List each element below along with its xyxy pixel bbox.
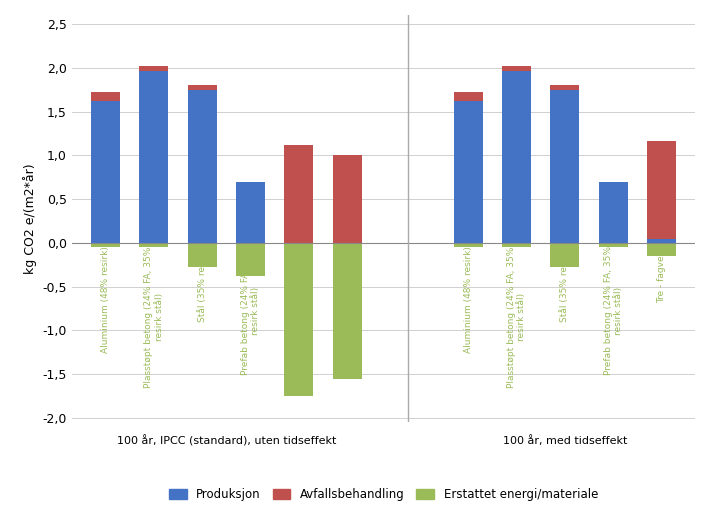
Bar: [551, 243, 579, 267]
Bar: [599, 243, 628, 247]
Y-axis label: kg CO2 e/(m2*år): kg CO2 e/(m2*år): [23, 164, 37, 274]
Bar: [454, 101, 483, 243]
Bar: [599, 182, 628, 243]
Bar: [236, 243, 265, 276]
Bar: [188, 243, 217, 267]
Bar: [502, 66, 531, 71]
Bar: [647, 238, 676, 243]
Bar: [139, 243, 168, 247]
Text: Tre - fagverk: Tre - fagverk: [295, 247, 303, 303]
Text: Aluminium (48% resirk): Aluminium (48% resirk): [464, 247, 473, 353]
Bar: [91, 243, 120, 247]
Bar: [139, 71, 168, 243]
Bar: [333, 243, 362, 379]
Text: 100 år, IPCC (standard), uten tidseffekt: 100 år, IPCC (standard), uten tidseffekt: [117, 435, 336, 447]
Bar: [188, 85, 217, 90]
Bar: [188, 90, 217, 243]
Text: 100 år, med tidseffekt: 100 år, med tidseffekt: [503, 435, 627, 447]
Text: Aluminium (48% resirk): Aluminium (48% resirk): [101, 247, 110, 353]
Text: Stål (35% resirk): Stål (35% resirk): [198, 247, 206, 322]
Bar: [333, 243, 362, 247]
Text: Plasstøpt betong (24% FA, 35%
resirk stål): Plasstøpt betong (24% FA, 35% resirk stå…: [507, 247, 526, 388]
Bar: [285, 145, 313, 243]
Bar: [91, 101, 120, 243]
Bar: [139, 66, 168, 71]
Bar: [285, 243, 313, 396]
Text: Prefab betong (24% FA, 35%
resirk stål): Prefab betong (24% FA, 35% resirk stål): [604, 247, 623, 375]
Bar: [333, 156, 362, 243]
Bar: [454, 243, 483, 247]
Legend: Produksjon, Avfallsbehandling, Erstattet energi/materiale: Produksjon, Avfallsbehandling, Erstattet…: [164, 484, 603, 506]
Bar: [502, 71, 531, 243]
Bar: [647, 141, 676, 238]
Text: Prefab betong (24% FA, 35%
resirk stål): Prefab betong (24% FA, 35% resirk stål): [241, 247, 260, 375]
Bar: [91, 93, 120, 101]
Bar: [285, 243, 313, 247]
Bar: [647, 243, 676, 256]
Bar: [236, 182, 265, 243]
Text: Limtre: Limtre: [343, 247, 352, 276]
Bar: [502, 243, 531, 247]
Bar: [551, 85, 579, 90]
Text: Tre - fagverk: Tre - fagverk: [657, 247, 666, 303]
Text: Plasstøpt betong (24% FA, 35%
resirk stål): Plasstøpt betong (24% FA, 35% resirk stå…: [144, 247, 163, 388]
Text: Stål (35% resirk): Stål (35% resirk): [561, 247, 569, 322]
Bar: [551, 90, 579, 243]
Bar: [454, 93, 483, 101]
